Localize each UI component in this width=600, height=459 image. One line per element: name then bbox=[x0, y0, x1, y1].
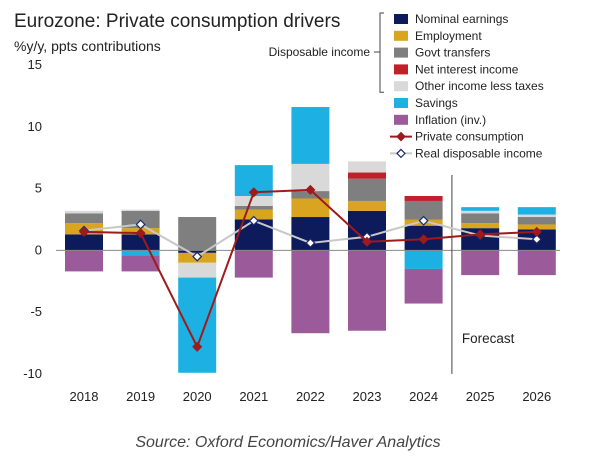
y-tick-label: 5 bbox=[35, 181, 42, 196]
series-marker bbox=[248, 187, 259, 198]
series-marker bbox=[305, 237, 316, 249]
bar-segment bbox=[461, 210, 500, 214]
bar-segment bbox=[291, 198, 330, 218]
source-note: Source: Oxford Economics/Haver Analytics bbox=[135, 434, 440, 451]
legend-swatch bbox=[394, 64, 408, 75]
series-marker bbox=[192, 251, 203, 262]
chart-title: Eurozone: Private consumption drivers bbox=[14, 11, 340, 32]
x-axis-ticks: 2018 2019 2020 2021 2022 2023 2024 2025 2026 bbox=[70, 389, 552, 404]
x-tick-label: 2023 bbox=[353, 389, 382, 404]
series-marker bbox=[248, 215, 259, 226]
bar-segment bbox=[517, 214, 556, 218]
legend-swatch bbox=[394, 98, 408, 108]
bar-segment bbox=[178, 277, 217, 373]
series-marker bbox=[531, 234, 542, 245]
series-marker bbox=[135, 228, 146, 239]
bar-segment bbox=[348, 178, 386, 201]
bar-segment bbox=[517, 217, 556, 225]
series-marker bbox=[475, 229, 486, 240]
x-tick-label: 2021 bbox=[239, 389, 268, 404]
legend-bracket bbox=[379, 12, 384, 93]
bar-segment bbox=[517, 207, 556, 215]
bar-segment bbox=[65, 213, 103, 224]
legend-label: Nominal earnings bbox=[415, 12, 508, 26]
legend: Nominal earnings Employment Govt transfers… bbox=[269, 12, 544, 160]
bar-segment bbox=[121, 209, 160, 211]
bar-segment bbox=[65, 250, 103, 272]
series-marker bbox=[418, 215, 429, 226]
bar-stacks bbox=[65, 107, 556, 373]
bar-segment bbox=[234, 205, 273, 210]
bar-segment bbox=[178, 262, 217, 278]
legend-marker bbox=[396, 131, 406, 142]
x-tick-label: 2022 bbox=[296, 389, 325, 404]
x-tick-label: 2019 bbox=[126, 389, 155, 404]
bar-segment bbox=[291, 250, 330, 334]
bar-segment bbox=[121, 250, 160, 256]
legend-label: Real disposable income bbox=[415, 146, 543, 160]
bar-segment bbox=[404, 250, 443, 269]
bar-segment bbox=[121, 255, 160, 272]
legend-group-label: Disposable income bbox=[269, 45, 371, 59]
bar-segment bbox=[404, 200, 443, 220]
legend-swatch bbox=[394, 14, 408, 24]
bar-segment bbox=[404, 268, 443, 304]
bar-segment bbox=[461, 223, 500, 229]
legend-swatch bbox=[394, 30, 408, 41]
bar-segment bbox=[348, 172, 386, 179]
bar-segment bbox=[461, 213, 500, 224]
bar-segment bbox=[65, 234, 103, 251]
series-marker bbox=[78, 226, 90, 237]
x-tick-label: 2025 bbox=[466, 389, 495, 404]
bar-segment bbox=[234, 196, 273, 206]
x-tick-label: 2024 bbox=[409, 389, 438, 404]
bar-segment bbox=[121, 234, 160, 251]
y-tick-label: -10 bbox=[23, 366, 42, 381]
bar-segment bbox=[65, 210, 103, 214]
bar-segment bbox=[291, 107, 330, 164]
legend-swatch bbox=[394, 81, 408, 92]
bar-segment bbox=[234, 250, 273, 278]
bar-segment bbox=[348, 200, 386, 211]
legend-label: Govt transfers bbox=[415, 46, 490, 60]
bar-segment bbox=[348, 250, 386, 331]
series-marker bbox=[192, 341, 203, 352]
series-marker bbox=[531, 226, 542, 237]
bar-segment bbox=[461, 207, 500, 211]
x-tick-label: 2020 bbox=[183, 389, 212, 404]
legend-label: Net interest income bbox=[415, 62, 519, 76]
legend-label: Other income less taxes bbox=[415, 79, 544, 93]
series-marker bbox=[305, 184, 316, 195]
legend-label: Employment bbox=[415, 29, 482, 43]
series-marker bbox=[361, 236, 373, 247]
bar-segment bbox=[517, 250, 556, 276]
legend-swatch bbox=[394, 114, 408, 125]
x-tick-label: 2026 bbox=[522, 389, 551, 404]
legend-swatch bbox=[394, 47, 408, 58]
y-tick-label: 10 bbox=[28, 119, 42, 134]
y-tick-label: 15 bbox=[28, 57, 42, 72]
bar-segment bbox=[178, 217, 217, 251]
bar-segment bbox=[404, 196, 443, 201]
legend-label: Private consumption bbox=[415, 130, 524, 144]
y-axis-ticks: 15 10 5 0 -5 -10 bbox=[23, 57, 42, 381]
y-tick-label: 0 bbox=[35, 242, 42, 257]
bar-segment bbox=[234, 209, 273, 220]
x-tick-label: 2018 bbox=[70, 389, 99, 404]
series-marker bbox=[418, 234, 429, 245]
forecast-label: Forecast bbox=[462, 331, 515, 346]
chart-subtitle: %y/y, ppts contributions bbox=[14, 38, 161, 54]
legend-marker bbox=[396, 148, 406, 159]
bar-segment bbox=[348, 161, 386, 173]
bar-segment bbox=[461, 250, 500, 276]
legend-label: Savings bbox=[415, 96, 458, 110]
legend-label: Inflation (inv.) bbox=[415, 113, 486, 127]
y-tick-label: -5 bbox=[30, 304, 42, 319]
line-series bbox=[78, 184, 542, 352]
